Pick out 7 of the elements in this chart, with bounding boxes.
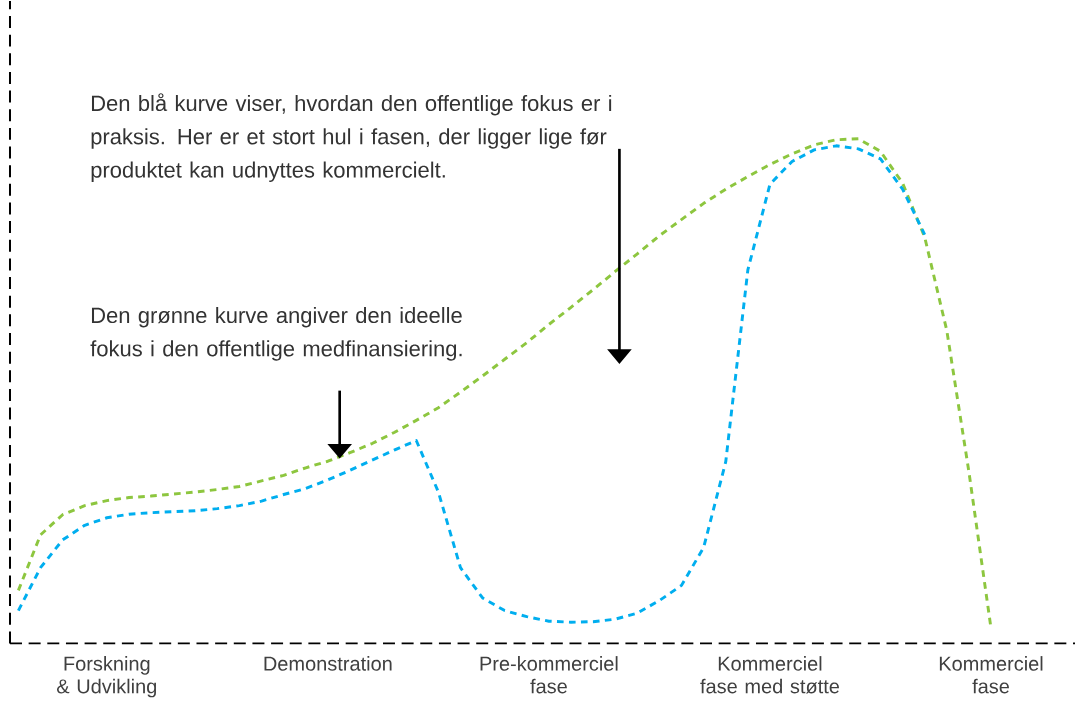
- x-tick-label: Kommerciel fase med støtte: [700, 655, 840, 694]
- x-tick-label: Kommerciel fase: [939, 655, 1043, 694]
- annotation: Den blå kurve viser, hvordan den offentlige fokus er i praksis. Her er et stort hul i fasen, der ligger lige før produktet kan udnyttes kommercielt.: [91, 93, 612, 182]
- x-tick-label: Demonstration: [264, 655, 392, 671]
- x-tick-label: Pre-kommerciel fase: [480, 655, 618, 694]
- x-tick-label: Forskning & Udvikling: [57, 655, 157, 698]
- annotation: Den grønne kurve angiver den ideelle fokus i den offentlige medfinansiering.: [90, 306, 462, 361]
